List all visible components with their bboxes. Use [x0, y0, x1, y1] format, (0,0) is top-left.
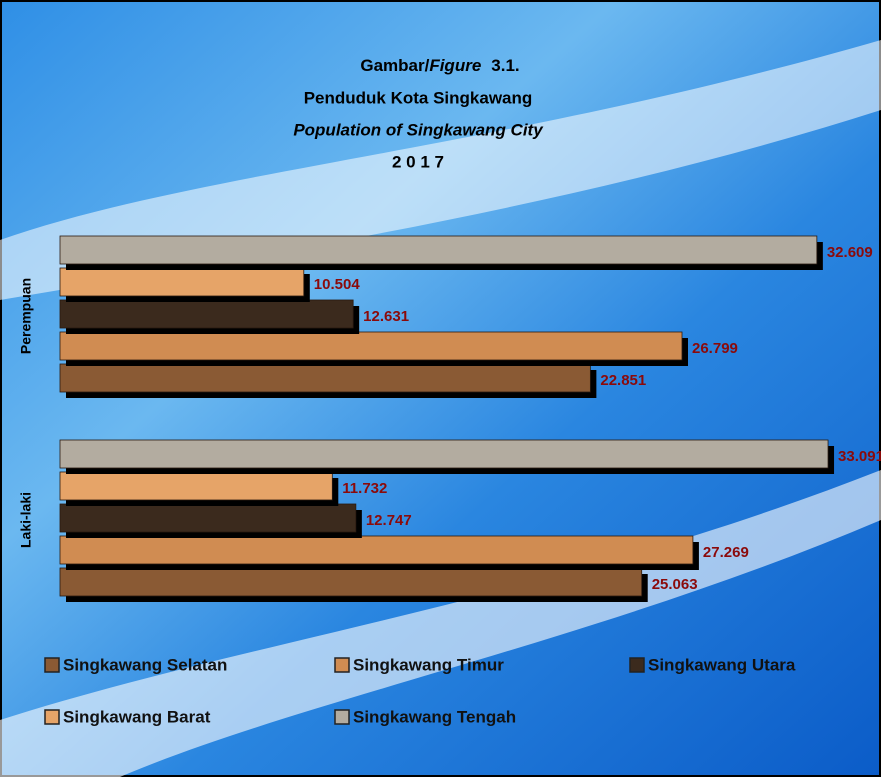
- legend-label: Singkawang Barat: [63, 707, 211, 726]
- legend-swatch: [44, 657, 60, 673]
- year: 2 0 1 7: [392, 152, 444, 171]
- bar: [59, 235, 818, 265]
- bar: [59, 567, 643, 597]
- bar: [59, 331, 683, 361]
- legend-label: Singkawang Selatan: [63, 655, 227, 674]
- data-label: 27.269: [703, 544, 749, 561]
- data-label: 26.799: [692, 340, 738, 357]
- category-label: Perempuan: [18, 278, 34, 354]
- subtitle-en: Population of Singkawang City: [293, 120, 544, 139]
- chart-title: Gambar/Figure 3.1.: [360, 56, 519, 75]
- title-part: Gambar/: [360, 56, 429, 75]
- bar: [59, 535, 694, 565]
- data-label: 12.747: [366, 512, 412, 529]
- data-label: 11.732: [342, 480, 387, 497]
- legend-swatch: [334, 709, 350, 725]
- legend-label: Singkawang Utara: [648, 655, 796, 674]
- legend-label: Singkawang Timur: [353, 655, 504, 674]
- legend-swatch: [334, 657, 350, 673]
- legend-label: Singkawang Tengah: [353, 707, 516, 726]
- data-label: 33.091: [838, 448, 881, 465]
- bar: [59, 503, 357, 533]
- swoosh: [0, 40, 881, 300]
- data-label: 12.631: [363, 308, 409, 325]
- bar: [59, 471, 333, 501]
- bar: [59, 299, 354, 329]
- legend-swatch: [44, 709, 60, 725]
- data-label: 22.851: [600, 372, 646, 389]
- title-part: 3.1.: [491, 56, 519, 75]
- bar: [59, 363, 591, 393]
- data-label: 32.609: [827, 244, 873, 261]
- subtitle: Penduduk Kota Singkawang: [304, 88, 533, 107]
- bar: [59, 267, 305, 297]
- category-label: Laki-laki: [18, 492, 34, 548]
- bar: [59, 439, 829, 469]
- data-label: 10.504: [314, 276, 361, 293]
- title-part: Figure: [429, 56, 481, 75]
- legend-swatch: [629, 657, 645, 673]
- data-label: 25.063: [652, 576, 698, 593]
